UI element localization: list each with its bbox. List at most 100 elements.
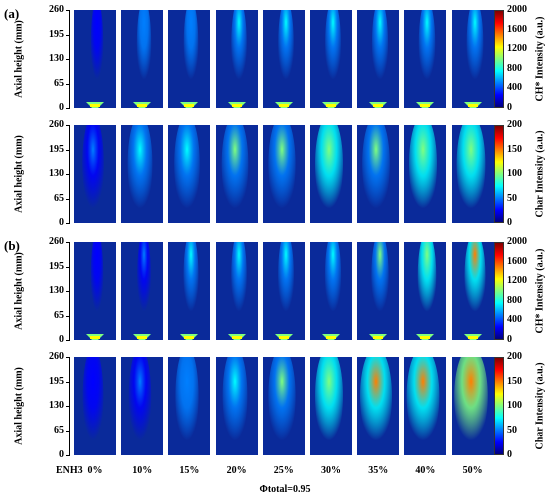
flame-plume	[466, 10, 483, 89]
flame-image	[451, 125, 494, 223]
burner-flame-core	[90, 336, 100, 339]
colorbar	[494, 357, 504, 455]
flame-plume	[419, 10, 436, 89]
flame-plume	[409, 125, 438, 214]
y-tick-mark	[66, 174, 70, 175]
y-axis-label: Axial height (mm)	[13, 367, 25, 445]
flame-image	[168, 242, 211, 340]
burner-flame-core	[326, 104, 336, 107]
colorbar-tick-label: 800	[507, 294, 522, 306]
colorbar-tick-label: 0	[507, 334, 512, 345]
flame-plume	[315, 357, 343, 446]
y-tick-mark	[66, 34, 70, 36]
flame-image	[168, 357, 211, 455]
x-axis-label: 15%	[179, 465, 200, 476]
flame-plume	[136, 10, 152, 89]
flame-plume	[372, 10, 389, 89]
colorbar-title: CH* Intensity (a.u.)	[534, 248, 546, 334]
colorbar-tick-label: 1200	[507, 43, 527, 55]
flame-plume	[362, 125, 391, 214]
y-tick-label: 195	[49, 28, 64, 40]
x-axis-prefix: ENH3	[56, 465, 83, 476]
burner-flame-core	[137, 104, 148, 107]
y-tick-label: 195	[49, 143, 64, 155]
y-axis-label: Axial height (mm)	[13, 135, 25, 213]
flame-plume	[406, 357, 440, 446]
y-tick-mark	[66, 242, 70, 243]
flame-plume	[221, 125, 248, 214]
x-axis-label: 0%	[87, 465, 103, 476]
y-tick-mark	[66, 315, 70, 317]
y-tick-label: 195	[49, 260, 64, 272]
footer-label: Φtotal=0.95	[259, 484, 311, 495]
burner-flame-core	[373, 104, 384, 107]
flame-plume	[183, 242, 199, 321]
colorbar-tick-label: 800	[507, 62, 522, 74]
flame-plume	[128, 357, 152, 446]
flame-plume	[324, 242, 342, 321]
burner-flame-core	[231, 336, 242, 339]
colorbar	[494, 242, 504, 340]
y-tick-label: 130	[49, 53, 64, 64]
y-tick-label: 260	[49, 351, 64, 362]
colorbar	[494, 125, 504, 223]
flame-image	[215, 125, 258, 223]
colorbar-tick-label: 150	[507, 375, 522, 387]
burner-flame-core	[420, 336, 431, 339]
flame-plume	[230, 10, 247, 89]
y-tick-mark	[66, 108, 70, 109]
colorbar-tick-label: 100	[507, 168, 522, 179]
colorbar-tick-label: 400	[507, 314, 522, 326]
panel-label: (b)	[4, 238, 20, 253]
y-tick-mark	[66, 83, 70, 85]
colorbar-tick-label: 1600	[507, 23, 527, 35]
y-tick-mark	[66, 357, 70, 358]
flame-image	[310, 357, 352, 455]
flame-image	[215, 242, 258, 340]
flame-image	[121, 357, 164, 455]
x-axis-label: 30%	[321, 465, 341, 476]
flame-plume	[268, 125, 296, 214]
y-tick-mark	[66, 291, 70, 292]
y-tick-label: 195	[49, 375, 64, 387]
flame-plume	[464, 242, 486, 321]
y-tick-mark	[66, 406, 70, 407]
flame-plume	[174, 125, 201, 214]
flame-plume	[315, 125, 343, 214]
flame-plume	[184, 10, 199, 89]
flame-image	[404, 242, 447, 340]
flame-image	[121, 242, 164, 340]
flame-image	[121, 10, 164, 108]
flame-image	[74, 10, 116, 108]
colorbar-tick-label: 150	[507, 143, 522, 155]
flame-image	[357, 125, 400, 223]
flame-image	[357, 10, 400, 108]
flame-image	[74, 125, 116, 223]
y-tick-label: 65	[54, 77, 64, 89]
x-axis-label: 35%	[368, 465, 389, 476]
flame-image	[215, 10, 258, 108]
burner-flame-core	[326, 336, 336, 339]
flame-plume	[82, 357, 104, 446]
y-tick-mark	[66, 340, 70, 341]
burner-flame-core	[373, 336, 384, 339]
x-axis-label: 10%	[132, 465, 153, 476]
burner-flame-core	[231, 104, 242, 107]
x-axis-label: 50%	[462, 465, 483, 476]
y-tick-mark	[66, 149, 70, 151]
burner-flame-core	[184, 336, 195, 339]
y-axis-label: Axial height (mm)	[13, 252, 25, 330]
y-tick-label: 0	[59, 449, 64, 460]
flame-plume	[175, 357, 199, 446]
flame-plume	[277, 242, 294, 321]
flame-plume	[360, 357, 393, 446]
flame-plume	[137, 242, 152, 321]
y-tick-label: 0	[59, 334, 64, 345]
colorbar-tick-label: 0	[507, 449, 512, 460]
y-tick-mark	[66, 455, 70, 456]
y-tick-mark	[66, 10, 70, 11]
x-axis-label: 25%	[273, 465, 294, 476]
y-tick-mark	[66, 381, 70, 383]
colorbar-tick-label: 50	[507, 424, 517, 436]
y-tick-label: 260	[49, 236, 64, 247]
